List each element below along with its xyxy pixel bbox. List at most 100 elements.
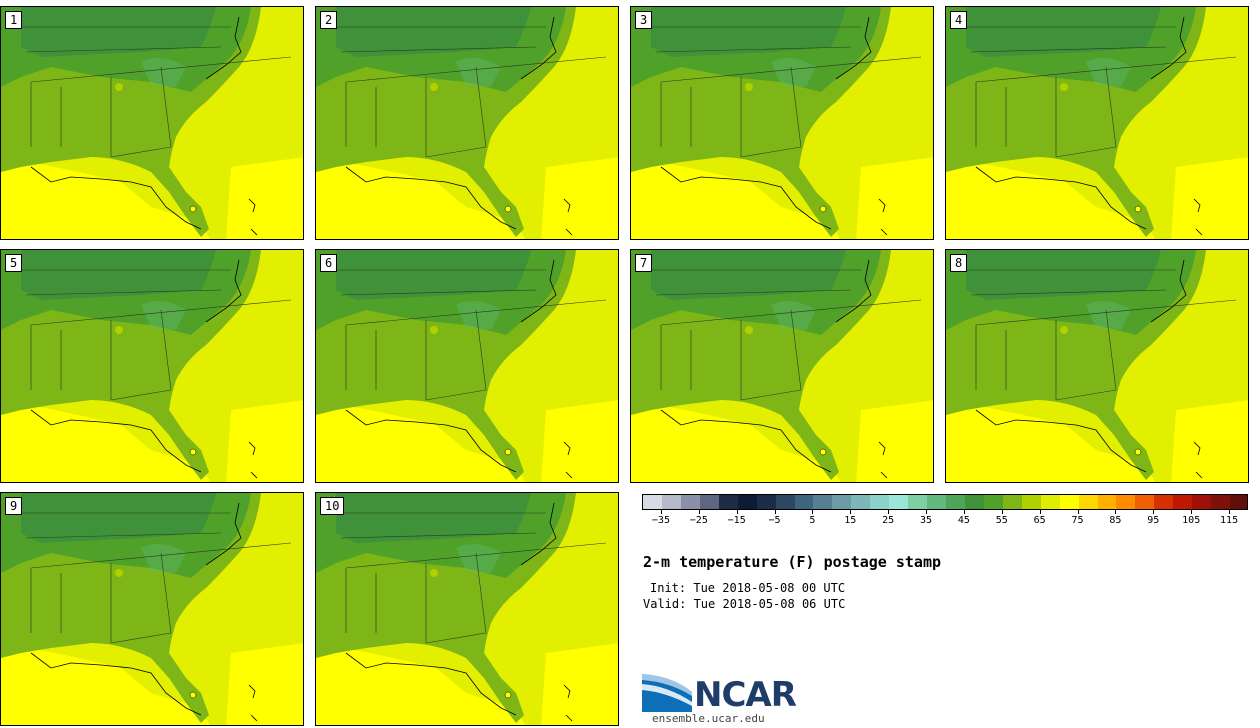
- colorbar-cell: [794, 495, 814, 509]
- colorbar: [642, 494, 1248, 510]
- panel-label: 5: [5, 254, 23, 272]
- map-panel-10: 10: [315, 492, 619, 726]
- colorbar-tick-label: 15: [844, 515, 857, 526]
- colorbar-cell: [1116, 495, 1136, 509]
- site-url: ensemble.ucar.edu: [652, 712, 765, 725]
- map-panel-1: 1: [0, 6, 304, 240]
- colorbar-tick: [1229, 510, 1231, 514]
- colorbar-cell: [889, 495, 909, 509]
- colorbar-cell: [927, 495, 947, 509]
- colorbar-cell: [661, 495, 682, 509]
- colorbar-cell: [1078, 495, 1098, 509]
- colorbar-tick-label: 95: [1147, 515, 1160, 526]
- colorbar-cell: [851, 495, 871, 509]
- chart-title: 2-m temperature (F) postage stamp: [643, 553, 942, 571]
- colorbar-cell: [1192, 495, 1212, 509]
- colorbar-tick-label: −25: [689, 515, 708, 526]
- colorbar-cell: [946, 495, 966, 509]
- colorbar-cell: [1135, 495, 1155, 509]
- colorbar-cell: [1021, 495, 1042, 509]
- colorbar-cell: [964, 495, 985, 509]
- logo-text: NCAR: [694, 675, 797, 715]
- colorbar-cell: [983, 495, 1004, 509]
- colorbar-cell: [1059, 495, 1080, 509]
- map-panel-4: 4: [945, 6, 1249, 240]
- colorbar-tick: [812, 510, 814, 514]
- colorbar-cell: [1173, 495, 1193, 509]
- map-panel-8: 8: [945, 249, 1249, 483]
- colorbar-tick: [963, 510, 965, 514]
- colorbar-tick-label: 75: [1071, 515, 1084, 526]
- panel-label: 1: [5, 11, 23, 29]
- colorbar-tick: [1077, 510, 1079, 514]
- colorbar-tick-label: −5: [768, 515, 781, 526]
- colorbar-cell: [680, 495, 701, 509]
- colorbar-tick-label: 105: [1182, 515, 1201, 526]
- colorbar-tick-label: 85: [1109, 515, 1122, 526]
- map-panel-5: 5: [0, 249, 304, 483]
- ncar-logo-icon: [642, 674, 692, 712]
- colorbar-cell: [832, 495, 852, 509]
- colorbar-tick: [1153, 510, 1155, 514]
- colorbar-cell: [1230, 495, 1247, 509]
- colorbar-cell: [718, 495, 739, 509]
- temperature-map: [316, 493, 618, 725]
- colorbar-cell: [775, 495, 795, 509]
- panel-label: 10: [320, 497, 345, 515]
- colorbar-cell: [756, 495, 777, 509]
- colorbar-tick: [774, 510, 776, 514]
- temperature-map: [316, 7, 618, 239]
- colorbar-tick: [888, 510, 890, 514]
- temperature-map: [1, 7, 303, 239]
- panel-label: 4: [950, 11, 968, 29]
- colorbar-tick-label: −35: [651, 515, 670, 526]
- colorbar-tick: [1115, 510, 1117, 514]
- colorbar-tick-label: 25: [882, 515, 895, 526]
- colorbar-cell: [1002, 495, 1023, 509]
- map-panel-9: 9: [0, 492, 304, 726]
- colorbar-cell: [1040, 495, 1061, 509]
- colorbar-cell: [908, 495, 928, 509]
- colorbar-tick-label: 65: [1033, 515, 1046, 526]
- panel-label: 7: [635, 254, 653, 272]
- colorbar-tick-label: 5: [809, 515, 816, 526]
- colorbar-tick: [1191, 510, 1193, 514]
- colorbar-cell: [1154, 495, 1174, 509]
- temperature-map: [946, 250, 1248, 482]
- temperature-map: [631, 7, 933, 239]
- colorbar-tick: [1001, 510, 1003, 514]
- colorbar-tick: [736, 510, 738, 514]
- colorbar-tick-label: 55: [995, 515, 1008, 526]
- colorbar-tick-label: −15: [727, 515, 746, 526]
- panel-label: 3: [635, 11, 653, 29]
- panel-label: 2: [320, 11, 338, 29]
- colorbar-cell: [870, 495, 890, 509]
- colorbar-tick: [698, 510, 700, 514]
- map-panel-6: 6: [315, 249, 619, 483]
- map-panel-3: 3: [630, 6, 934, 240]
- colorbar-cell: [643, 495, 663, 509]
- colorbar-cell: [1097, 495, 1117, 509]
- colorbar-tick-label: 35: [920, 515, 933, 526]
- map-panel-7: 7: [630, 249, 934, 483]
- panel-label: 8: [950, 254, 968, 272]
- colorbar-cell: [813, 495, 833, 509]
- colorbar-tick: [926, 510, 928, 514]
- colorbar-tick-label: 115: [1220, 515, 1239, 526]
- colorbar-tick: [850, 510, 852, 514]
- colorbar-cell: [737, 495, 758, 509]
- map-panel-2: 2: [315, 6, 619, 240]
- panel-label: 9: [5, 497, 23, 515]
- colorbar-tick-label: 45: [957, 515, 970, 526]
- panel-label: 6: [320, 254, 338, 272]
- temperature-map: [1, 493, 303, 725]
- colorbar-cell: [1211, 495, 1231, 509]
- temperature-map: [946, 7, 1248, 239]
- temperature-map: [1, 250, 303, 482]
- colorbar-cell: [699, 495, 720, 509]
- colorbar-tick: [660, 510, 662, 514]
- temperature-map: [631, 250, 933, 482]
- valid-time: Valid: Tue 2018-05-08 06 UTC: [643, 597, 846, 611]
- temperature-map: [316, 250, 618, 482]
- init-time: Init: Tue 2018-05-08 00 UTC: [650, 581, 846, 595]
